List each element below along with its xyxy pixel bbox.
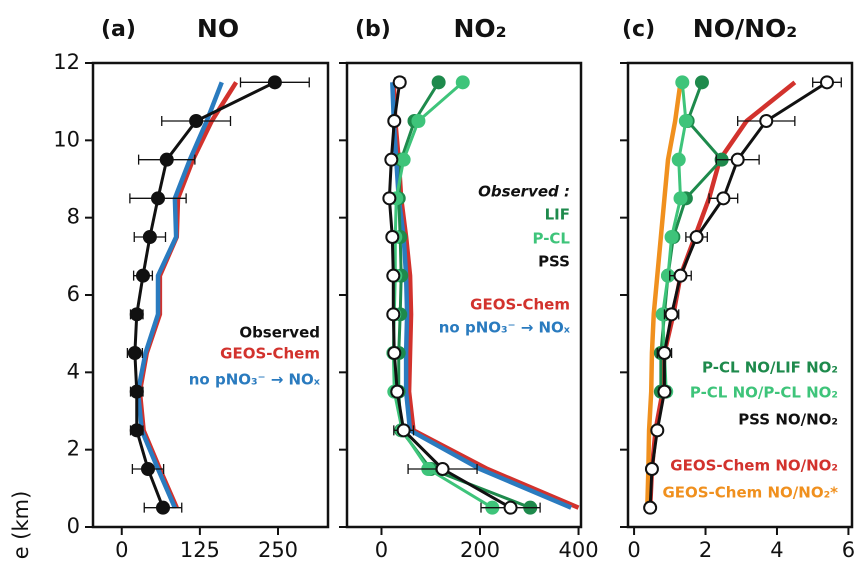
data-point bbox=[136, 268, 150, 283]
x-tick-label: 250 bbox=[258, 538, 298, 562]
data-point bbox=[819, 75, 834, 90]
x-tick-label: 125 bbox=[180, 538, 220, 562]
legend-entry: GEOS-Chem NO/NO₂* bbox=[662, 484, 838, 502]
data-point bbox=[657, 384, 672, 399]
data-point bbox=[129, 423, 144, 438]
data-point bbox=[664, 307, 679, 322]
x-tick-label: 0 bbox=[375, 538, 388, 562]
legend-entry: PSS NO/NO₂ bbox=[738, 411, 838, 429]
data-point bbox=[657, 346, 672, 360]
data-point bbox=[643, 500, 658, 515]
panel-label: (a) bbox=[101, 17, 136, 42]
data-point bbox=[694, 75, 709, 90]
series-line bbox=[390, 82, 573, 510]
data-point bbox=[387, 114, 402, 128]
data-point bbox=[396, 423, 411, 438]
data-point bbox=[386, 268, 401, 283]
data-point bbox=[156, 500, 170, 515]
data-point bbox=[127, 346, 142, 360]
data-point bbox=[759, 114, 774, 128]
series-line bbox=[135, 81, 224, 509]
x-tick-label: 2 bbox=[699, 538, 712, 562]
data-point bbox=[411, 114, 426, 128]
x-tick-label: 0 bbox=[115, 538, 128, 562]
panel-title: NO/NO₂ bbox=[693, 14, 797, 43]
data-point bbox=[730, 152, 745, 167]
panel-label: (b) bbox=[355, 17, 391, 42]
y-tick-label: 10 bbox=[53, 127, 80, 151]
legend-entry: Observed bbox=[239, 324, 320, 342]
data-point bbox=[385, 230, 400, 244]
data-point bbox=[503, 500, 518, 515]
data-point bbox=[387, 346, 402, 360]
data-point bbox=[189, 114, 204, 128]
data-point bbox=[384, 152, 399, 167]
data-point bbox=[650, 423, 665, 438]
y-tick-label: 8 bbox=[67, 205, 80, 229]
panel-label: (c) bbox=[622, 17, 655, 42]
x-tick-label: 6 bbox=[842, 538, 855, 562]
y-tick-label: 2 bbox=[67, 437, 80, 461]
data-point bbox=[435, 462, 450, 476]
x-tick-label: 400 bbox=[558, 538, 598, 562]
plot-frame bbox=[626, 61, 854, 529]
data-point bbox=[431, 75, 446, 90]
data-point bbox=[141, 462, 155, 476]
legend-title: Observed : bbox=[478, 183, 570, 201]
y-axis-label: e (km) bbox=[9, 491, 33, 560]
data-point bbox=[129, 384, 144, 399]
data-point bbox=[151, 191, 165, 206]
series-line bbox=[645, 82, 683, 508]
data-point bbox=[716, 191, 731, 206]
legend-entry: P-CL NO/LIF NO₂ bbox=[702, 359, 838, 377]
data-point bbox=[675, 75, 690, 90]
plot-frame bbox=[345, 61, 583, 529]
legend-entry: GEOS-Chem NO/NO₂ bbox=[670, 457, 838, 475]
series-line bbox=[648, 81, 828, 508]
y-tick-label: 6 bbox=[67, 282, 80, 306]
legend-entry: no pNO₃⁻ → NOₓ bbox=[189, 371, 321, 389]
data-point bbox=[390, 384, 405, 399]
data-point bbox=[396, 152, 411, 167]
data-point bbox=[671, 152, 686, 167]
legend-entry: GEOS-Chem bbox=[470, 296, 570, 314]
legend-entry: PSS bbox=[538, 253, 570, 271]
panel-title: NO₂ bbox=[453, 14, 506, 43]
data-point bbox=[159, 152, 174, 167]
data-point bbox=[129, 307, 144, 322]
data-point bbox=[267, 75, 282, 90]
data-point bbox=[664, 230, 679, 244]
y-tick-label: 0 bbox=[67, 514, 80, 538]
panel-title: NO bbox=[197, 14, 239, 43]
data-point bbox=[142, 230, 157, 244]
y-tick-label: 12 bbox=[53, 50, 80, 74]
legend-entry: GEOS-Chem bbox=[220, 345, 320, 363]
data-point bbox=[678, 114, 693, 128]
data-point bbox=[673, 191, 688, 206]
data-point bbox=[382, 191, 397, 206]
data-point bbox=[644, 462, 659, 476]
legend-entry: P-CL bbox=[532, 230, 570, 248]
data-point bbox=[673, 268, 688, 283]
data-point bbox=[455, 75, 470, 90]
data-point bbox=[392, 75, 407, 90]
x-tick-label: 4 bbox=[770, 538, 783, 562]
x-tick-label: 200 bbox=[460, 538, 500, 562]
y-tick-label: 4 bbox=[67, 359, 80, 383]
legend-entry: no pNO₃⁻ → NOₓ bbox=[439, 319, 571, 337]
data-point bbox=[386, 307, 401, 322]
plot-frame bbox=[91, 61, 330, 529]
x-tick-label: 0 bbox=[627, 538, 640, 562]
legend-entry: P-CL NO/P-CL NO₂ bbox=[690, 384, 838, 402]
legend-entry: LIF bbox=[545, 206, 570, 224]
series-line bbox=[137, 81, 239, 509]
data-point bbox=[689, 230, 704, 244]
